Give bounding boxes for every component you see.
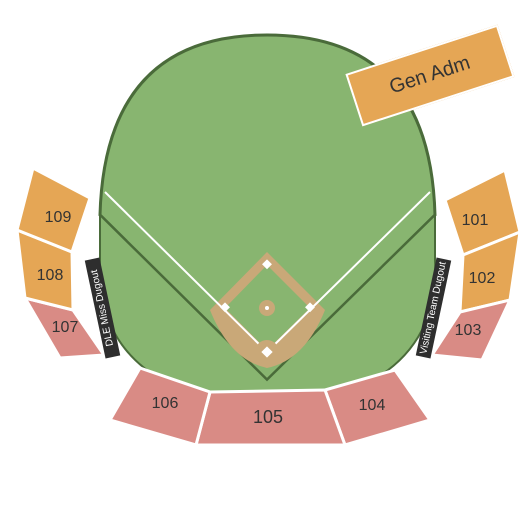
section-label-103: 103 xyxy=(455,322,482,339)
pitchers-rubber xyxy=(265,306,269,310)
section-label-108: 108 xyxy=(37,267,64,284)
stadium-map: 101 102 103 104 105 106 107 108 109 Gen … xyxy=(0,0,525,525)
section-label-101: 101 xyxy=(462,212,489,229)
section-label-109: 109 xyxy=(45,209,72,226)
section-label-102: 102 xyxy=(469,270,496,287)
section-label-105: 105 xyxy=(253,407,283,427)
section-label-107: 107 xyxy=(52,319,79,336)
section-label-106: 106 xyxy=(152,395,179,412)
gen-adm-label: Gen Adm xyxy=(387,52,473,100)
section-label-104: 104 xyxy=(359,397,386,414)
